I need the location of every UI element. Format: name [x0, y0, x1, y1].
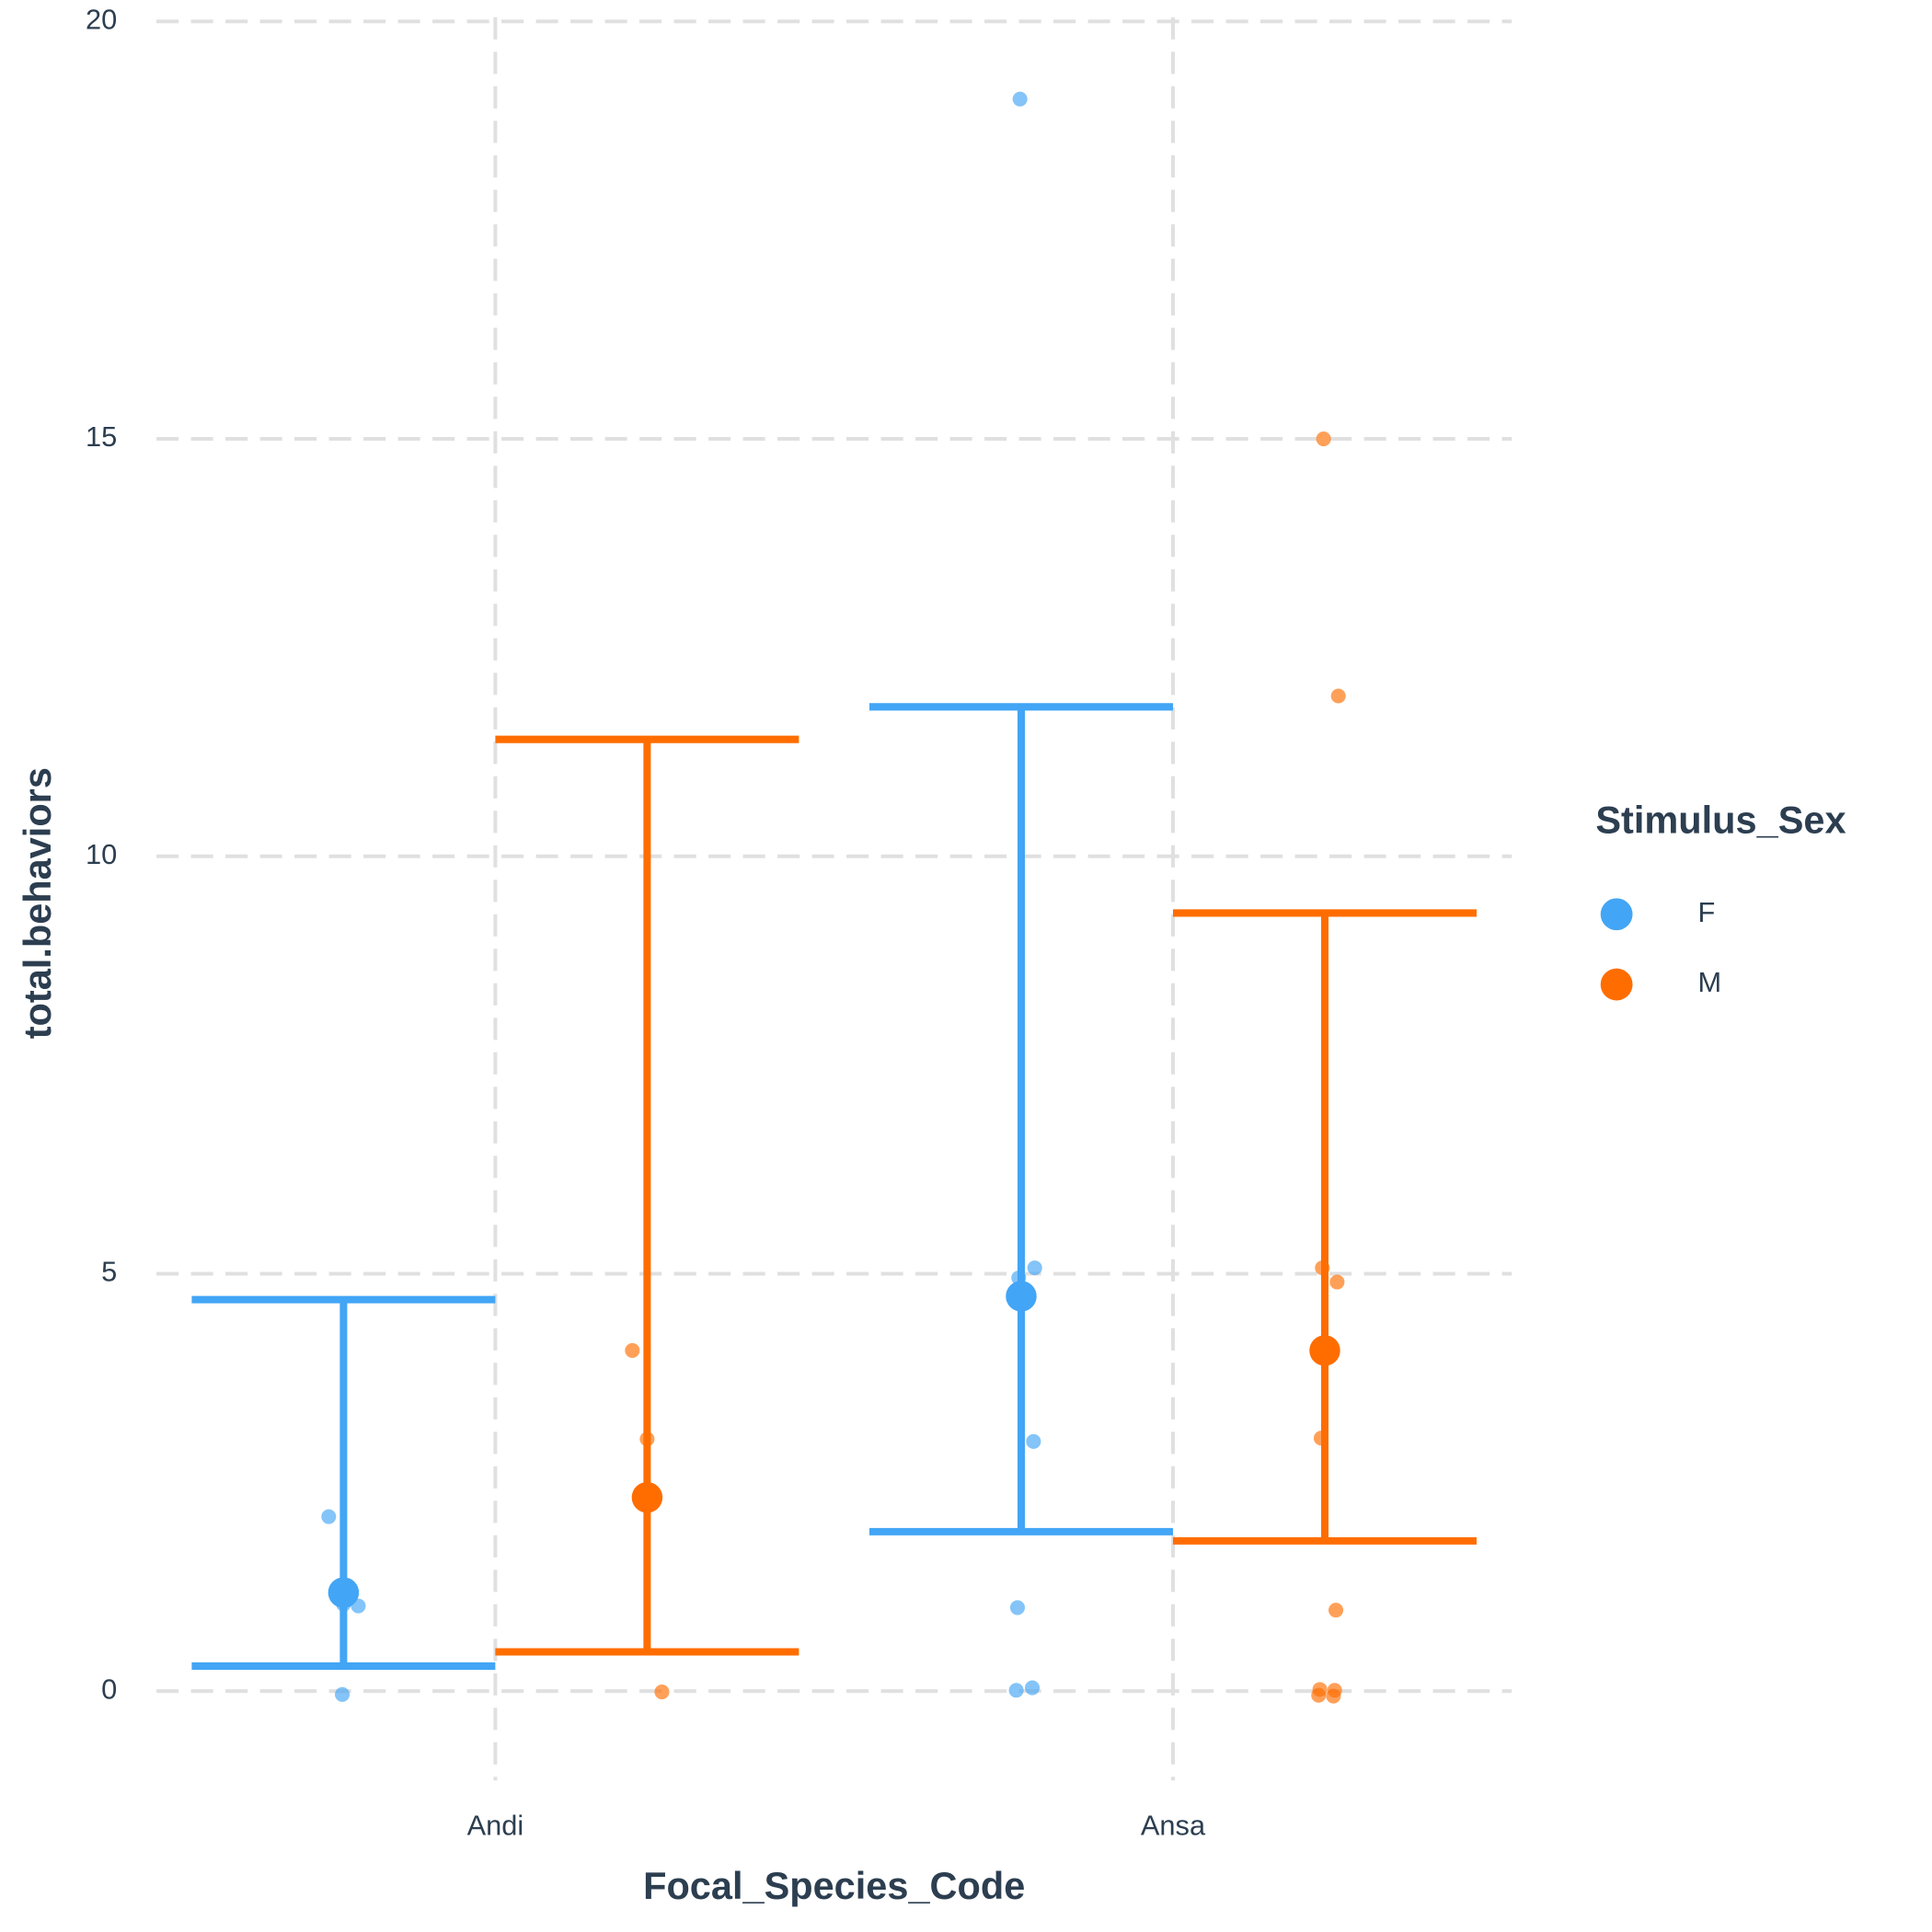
y-tick-label: 20: [86, 3, 117, 35]
raw-point: [1313, 1431, 1329, 1446]
raw-point: [1315, 1260, 1330, 1276]
mean-point: [328, 1577, 360, 1608]
raw-point: [1329, 1274, 1345, 1290]
y-tick-label: 10: [86, 838, 117, 870]
legend-key: [1600, 968, 1633, 1001]
raw-point: [639, 1432, 655, 1447]
raw-point: [1008, 1683, 1024, 1698]
legend-title: Stimulus_Sex: [1595, 799, 1846, 842]
raw-point: [1027, 1260, 1042, 1276]
raw-point: [335, 1686, 351, 1702]
mean-point: [1309, 1335, 1340, 1366]
mean-point: [631, 1481, 663, 1513]
y-tick-label: 0: [101, 1673, 117, 1705]
y-tick-label: 15: [86, 420, 117, 453]
raw-point: [625, 1342, 640, 1358]
y-tick-label: 5: [101, 1256, 117, 1288]
legend-key: [1600, 898, 1633, 931]
raw-point: [1316, 431, 1331, 447]
mean-point: [1006, 1281, 1037, 1312]
raw-point: [321, 1509, 337, 1524]
raw-point: [1026, 1433, 1041, 1449]
raw-point: [654, 1685, 670, 1700]
raw-point: [1311, 1687, 1327, 1703]
raw-point: [1012, 91, 1028, 107]
x-tick-label: Andi: [467, 1809, 524, 1841]
raw-point: [1328, 1603, 1344, 1618]
legend-label: F: [1698, 896, 1716, 928]
raw-point: [1025, 1680, 1041, 1696]
x-tick-label: Ansa: [1141, 1809, 1206, 1841]
raw-point: [1009, 1600, 1026, 1616]
x-axis-title: Focal_Species_Code: [643, 1864, 1025, 1907]
y-axis-title: total.behaviors: [16, 767, 59, 1039]
legend-label: M: [1698, 966, 1722, 998]
raw-point: [1326, 1688, 1341, 1704]
raw-point: [1330, 688, 1346, 704]
